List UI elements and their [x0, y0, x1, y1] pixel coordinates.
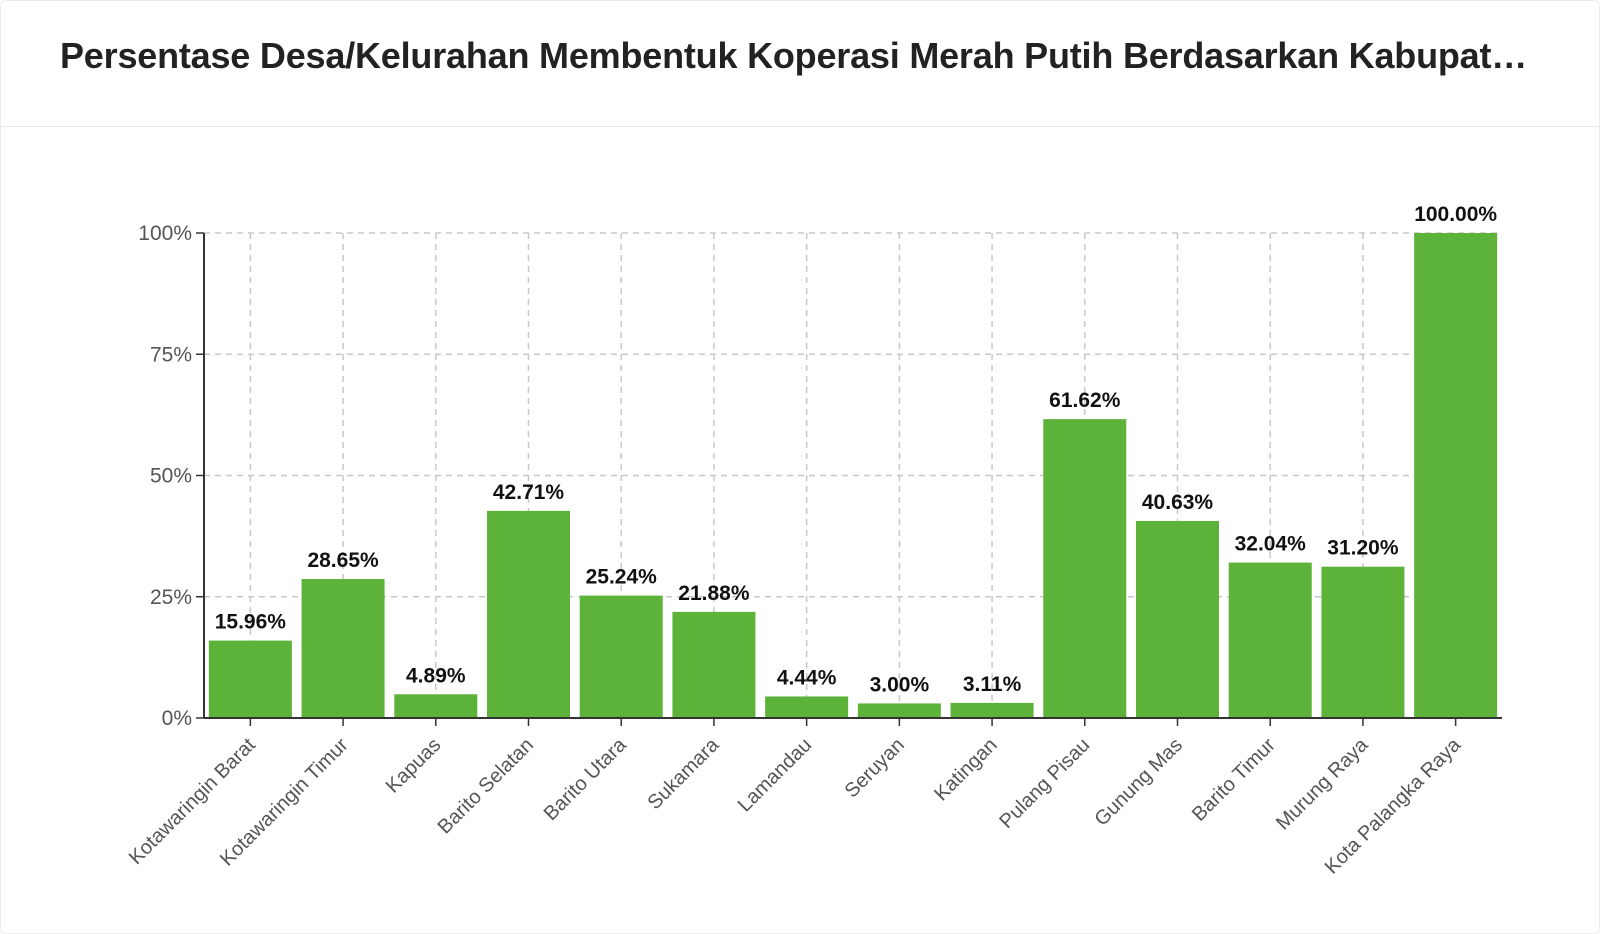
- bars: [208, 233, 1498, 718]
- bar-kapuas[interactable]: [394, 694, 478, 718]
- data-label: 3.11%: [963, 673, 1022, 696]
- bar-kotawaringin-timur[interactable]: [301, 579, 385, 718]
- bar-kotawaringin-barat[interactable]: [208, 640, 292, 718]
- bar-murung-raya[interactable]: [1321, 566, 1405, 718]
- y-tick-label: 75%: [150, 343, 192, 366]
- chart-title: Persentase Desa/Kelurahan Membentuk Kope…: [60, 35, 1528, 76]
- bar-barito-selatan[interactable]: [487, 510, 570, 718]
- data-label: 4.44%: [777, 666, 837, 689]
- y-tick-label: 50%: [150, 465, 192, 488]
- data-label: 61.62%: [1049, 389, 1121, 412]
- y-tick-label: 100%: [138, 222, 192, 245]
- x-tick-label: Pulang Pisau: [995, 734, 1094, 833]
- x-tick-label: Sukamara: [643, 733, 724, 814]
- data-label: 32.04%: [1235, 533, 1307, 556]
- bar-barito-utara[interactable]: [579, 595, 663, 718]
- data-label: 15.96%: [215, 611, 287, 634]
- bar-gunung-mas[interactable]: [1136, 520, 1219, 718]
- x-tick-label: Gunung Mas: [1091, 734, 1188, 831]
- bar-katingan[interactable]: [950, 702, 1034, 718]
- bar-seruyan[interactable]: [857, 703, 941, 718]
- x-tick-label: Barito Selatan: [434, 734, 538, 838]
- x-tick-label: Barito Utara: [540, 733, 632, 825]
- chart-header: Persentase Desa/Kelurahan Membentuk Kope…: [1, 1, 1600, 127]
- data-label: 28.65%: [307, 549, 379, 572]
- data-label: 4.89%: [406, 664, 466, 687]
- data-label: 21.88%: [678, 582, 750, 605]
- x-tick-label: Katingan: [930, 734, 1001, 805]
- data-labels: 15.96% 28.65% 4.89% 42.71% 25.24% 21.88% 4.44%…: [215, 203, 1498, 696]
- y-tick-label: 25%: [150, 586, 192, 609]
- gridlines: [204, 232, 1502, 718]
- y-tick-label: 0%: [162, 707, 192, 730]
- data-label: 100.00%: [1414, 203, 1497, 226]
- data-label: 25.24%: [586, 566, 658, 589]
- bar-sukamara[interactable]: [672, 611, 756, 718]
- bar-barito-timur[interactable]: [1228, 562, 1312, 718]
- data-label: 42.71%: [493, 481, 565, 504]
- bar-kota-palangka-raya[interactable]: [1414, 233, 1498, 718]
- data-label: 3.00%: [870, 673, 930, 696]
- x-tick-label: Seruyan: [841, 734, 909, 802]
- bar-pulang-pisau[interactable]: [1043, 419, 1127, 718]
- bar-lamandau[interactable]: [765, 696, 849, 718]
- x-tick-label: Murung Raya: [1272, 733, 1373, 834]
- x-tick-label: Kapuas: [382, 734, 446, 798]
- x-tick-label: Barito Timur: [1188, 734, 1280, 826]
- data-label: 31.20%: [1327, 537, 1399, 560]
- data-label: 40.63%: [1142, 491, 1214, 514]
- x-tick-label: Lamandau: [734, 734, 816, 816]
